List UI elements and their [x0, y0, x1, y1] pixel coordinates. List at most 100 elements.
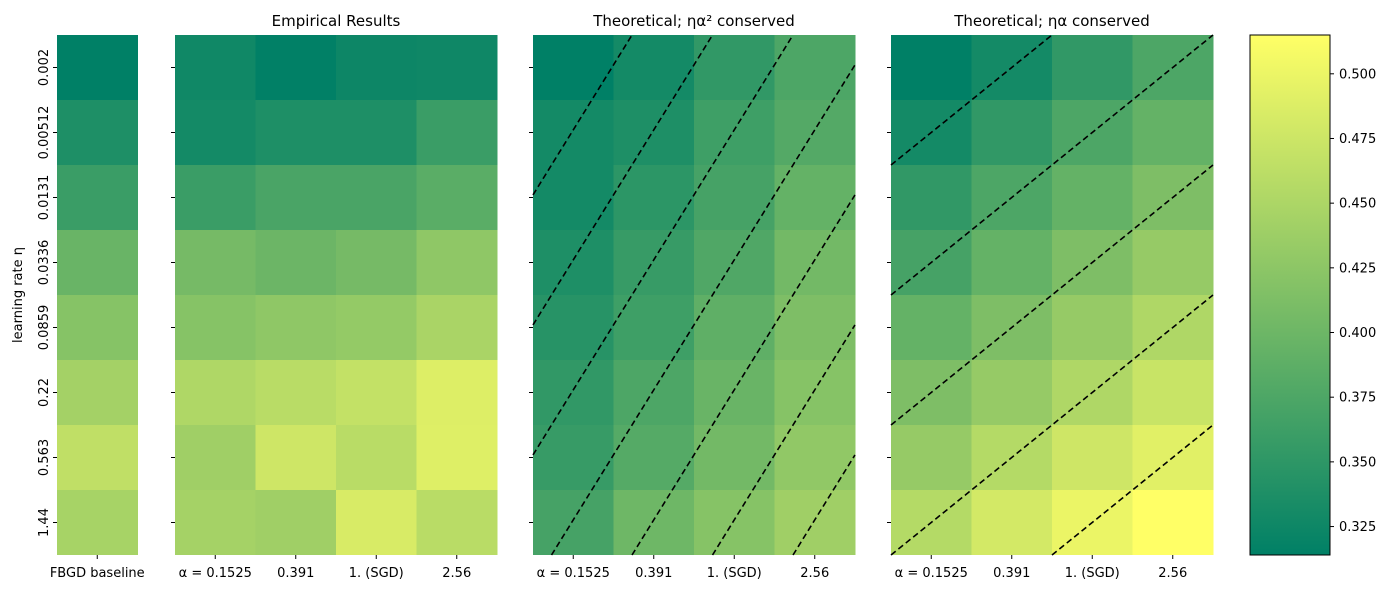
heatmap-cell [175, 35, 256, 101]
heatmap-cell [613, 360, 695, 426]
contour-line [550, 64, 856, 556]
heatmap-cell [613, 100, 695, 166]
heatmap-panel: Theoretical; ηα² conserved α = 0.1525 0.39… [529, 12, 856, 581]
heatmap-cell [971, 230, 1053, 296]
heatmap-cell [416, 425, 498, 491]
heatmap-cell [613, 35, 695, 101]
heatmap-cell [255, 295, 337, 361]
heatmap-cell [891, 425, 972, 491]
contour-line [890, 294, 1214, 556]
heatmap-cell [694, 35, 775, 101]
y-axis-label: learning rate η [11, 247, 26, 343]
heatmap-cell [175, 165, 256, 231]
x-tick-label: 0.391 [277, 566, 314, 581]
contour-line [711, 324, 856, 556]
heatmap-cell [971, 100, 1053, 166]
heatmap-cell [613, 165, 695, 231]
contour-line [532, 34, 794, 456]
heatmap-cell [533, 230, 614, 296]
heatmap-cell [971, 360, 1053, 426]
heatmap-cell [57, 360, 138, 426]
heatmap-cell [774, 100, 856, 166]
heatmap-cell [1052, 295, 1133, 361]
heatmap-cell [255, 165, 337, 231]
contour-line [631, 194, 856, 556]
heatmap-cell [416, 165, 498, 231]
heatmap-cell [255, 230, 337, 296]
contour-line [532, 34, 633, 196]
heatmap-cell [57, 490, 138, 555]
panel-title: Empirical Results [272, 12, 401, 30]
x-tick-label: 0.391 [993, 566, 1030, 581]
heatmap-cell [57, 35, 138, 101]
colorbar-tick-label: 0.450 [1339, 197, 1376, 212]
heatmap-cell [175, 100, 256, 166]
heatmap-cell [774, 35, 856, 101]
heatmap-cell [57, 295, 138, 361]
heatmap-cell [175, 295, 256, 361]
heatmap-cell [1132, 100, 1214, 166]
heatmap-cell [694, 360, 775, 426]
heatmap-cell [1052, 165, 1133, 231]
contour-line [792, 454, 856, 556]
heatmap-cell [613, 295, 695, 361]
x-tick-label: 1. (SGD) [707, 566, 762, 581]
colorbar-tick-label: 0.500 [1339, 67, 1376, 82]
heatmap-cell [533, 35, 614, 101]
heatmap-cell [613, 490, 695, 555]
heatmap-panel: 0.002 0.00512 0.0131 0.0336 0.0859 0.22 0.563 1… [37, 35, 145, 581]
heatmap-cell [255, 360, 337, 426]
heatmap-cell [336, 360, 417, 426]
x-tick-label: 2.56 [442, 566, 471, 581]
colorbar-tick-label: 0.475 [1339, 132, 1376, 147]
heatmap-cell [694, 490, 775, 555]
y-tick-label: 0.0131 [37, 175, 52, 221]
colorbar-tick-label: 0.375 [1339, 391, 1376, 406]
x-tick-label: 2.56 [1158, 566, 1187, 581]
contour-line [890, 34, 1214, 296]
heatmap-cell [175, 425, 256, 491]
heatmap-cell [694, 100, 775, 166]
colorbar-tick-label: 0.425 [1339, 261, 1376, 276]
colorbar-gradient [1249, 34, 1331, 556]
heatmap-cell [891, 295, 972, 361]
heatmap-cell [416, 360, 498, 426]
heatmap-cell [774, 295, 856, 361]
heatmap-cell [613, 230, 695, 296]
heatmap-cell [255, 490, 337, 555]
heatmap-cell [336, 295, 417, 361]
heatmap-cell [1132, 230, 1214, 296]
heatmap-cell [175, 360, 256, 426]
colorbar-tick-label: 0.325 [1339, 520, 1376, 535]
heatmap-cell [255, 425, 337, 491]
heatmap-cell [891, 35, 972, 101]
heatmap-panel: Theoretical; ηα conserved α = 0.1525 0.391… [887, 12, 1214, 581]
x-tick-label: α = 0.1525 [895, 566, 968, 581]
contour-line [1051, 424, 1214, 556]
heatmap-cell [694, 165, 775, 231]
x-tick-label: FBGD baseline [50, 566, 145, 581]
y-tick-label: 0.002 [37, 49, 52, 86]
heatmap-panel: Empirical Results α = 0.1525 0.391 1. (SGD)… [171, 12, 498, 581]
heatmap-cell [1052, 425, 1133, 491]
heatmap-cell [533, 490, 614, 555]
y-tick-label: 0.563 [37, 439, 52, 476]
x-tick-label: 1. (SGD) [349, 566, 404, 581]
heatmap-cell [694, 425, 775, 491]
heatmap-cell [694, 230, 775, 296]
colorbar: 0.325 0.350 0.375 0.400 0.425 0.450 0.475 0.500 [1249, 34, 1376, 556]
heatmap-cell [1132, 490, 1214, 555]
heatmap-cell [533, 100, 614, 166]
heatmap-cell [1052, 35, 1133, 101]
heatmap-cell [774, 425, 856, 491]
heatmap-cell [891, 165, 972, 231]
heatmap-cell [533, 425, 614, 491]
contour-line [890, 164, 1214, 426]
heatmap-cell [175, 230, 256, 296]
y-tick-label: 1.44 [37, 508, 52, 537]
heatmap-cell [613, 425, 695, 491]
heatmap-cell [1132, 360, 1214, 426]
heatmap-cell [57, 425, 138, 491]
x-tick-label: 1. (SGD) [1065, 566, 1120, 581]
